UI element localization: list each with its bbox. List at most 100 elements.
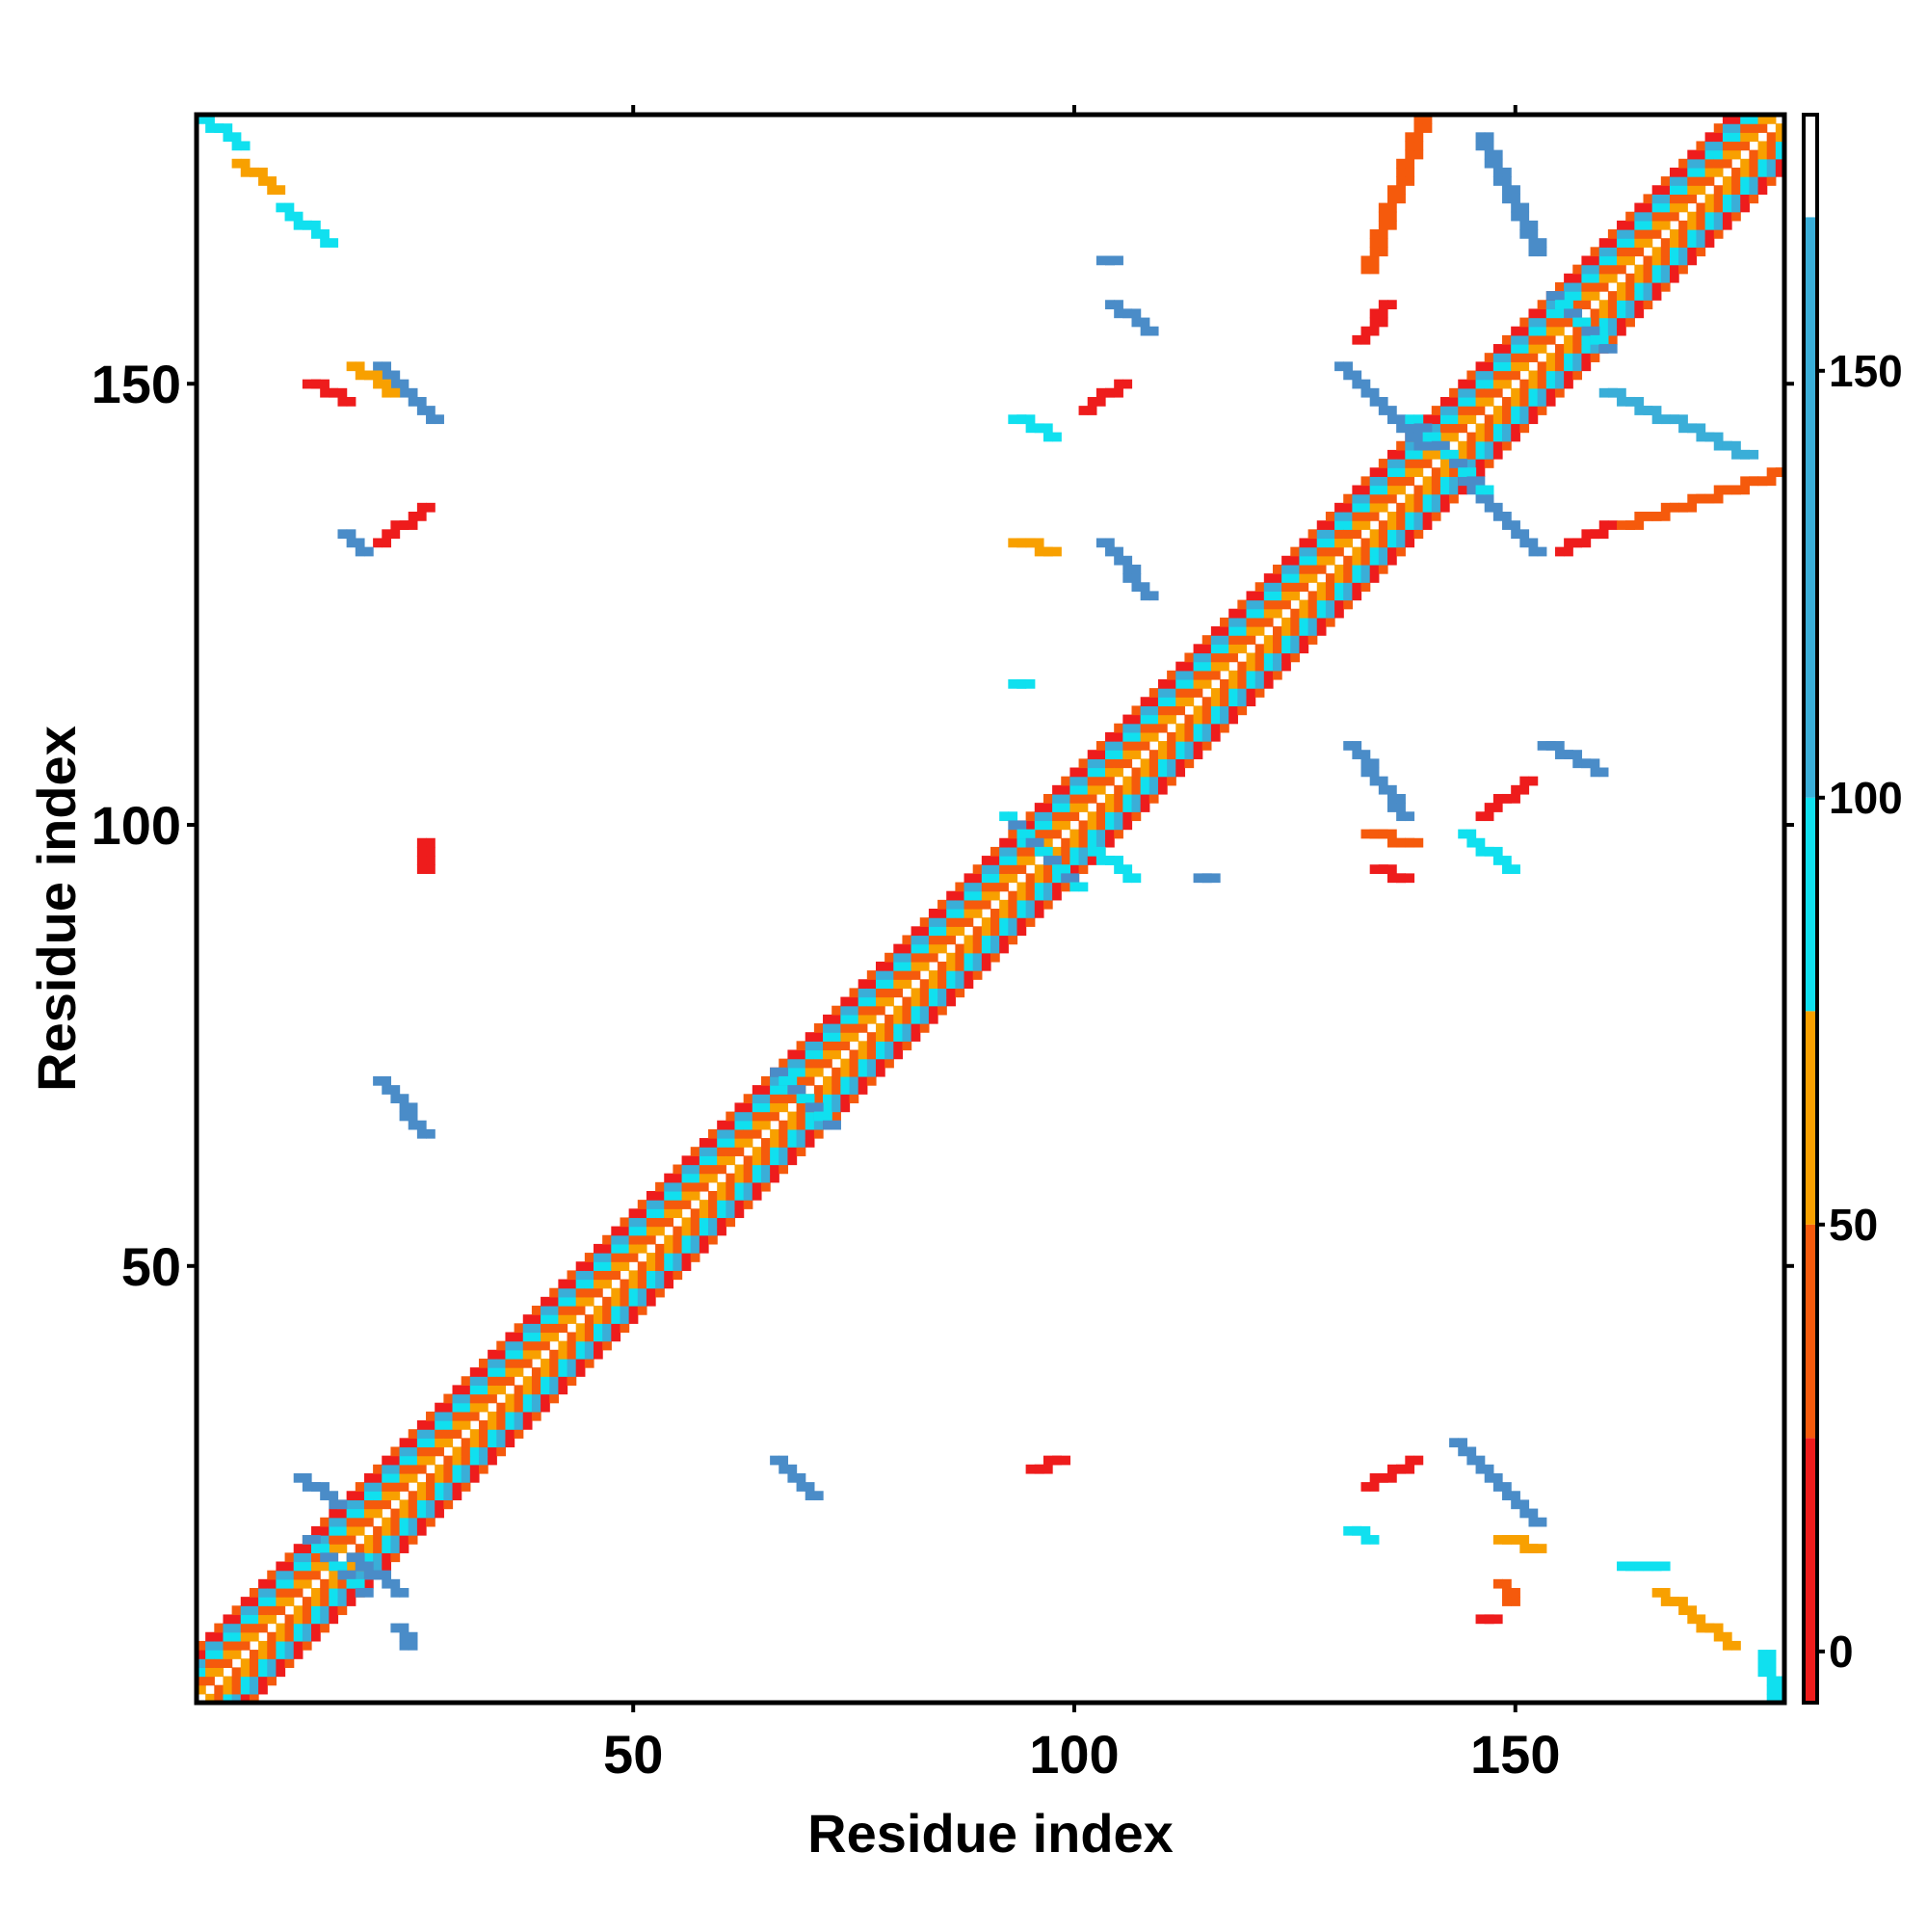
heatmap-cell [1254, 661, 1265, 672]
heatmap-cell [390, 1517, 401, 1527]
heatmap-cell [1528, 334, 1539, 345]
heatmap-cell [1492, 1472, 1503, 1483]
heatmap-cell [416, 1420, 427, 1430]
heatmap-cell [1034, 803, 1044, 812]
heatmap-cell [1537, 361, 1547, 372]
heatmap-cell [1078, 803, 1089, 812]
heatmap-cell [1740, 449, 1750, 460]
heatmap-cell [840, 1014, 851, 1024]
heatmap-cell [902, 1032, 912, 1042]
heatmap-cell [390, 1508, 401, 1519]
heatmap-cell [1034, 820, 1044, 831]
heatmap-cell [293, 1578, 304, 1589]
heatmap-cell [1617, 387, 1626, 398]
heatmap-cell [1625, 281, 1635, 292]
heatmap-cell [1492, 414, 1503, 425]
heatmap-cell [329, 1561, 339, 1572]
heatmap-cell [1228, 652, 1238, 663]
heatmap-cell [1220, 688, 1229, 698]
heatmap-cell [717, 1181, 726, 1192]
heatmap-cell [399, 1499, 409, 1510]
heatmap-cell [946, 926, 956, 937]
heatmap-cell [1696, 229, 1706, 239]
heatmap-cell [813, 1120, 824, 1130]
heatmap-cell [664, 1173, 673, 1183]
heatmap-cell [1078, 758, 1089, 769]
heatmap-cell [1713, 185, 1724, 195]
heatmap-cell [1528, 406, 1539, 415]
heatmap-cell [1220, 723, 1229, 733]
heatmap-cell [1537, 247, 1547, 257]
heatmap-cell [1731, 176, 1741, 186]
heatmap-cell [1545, 741, 1556, 751]
heatmap-cell [575, 1270, 586, 1281]
heatmap-cell [1131, 803, 1142, 812]
x-tick-label: 50 [603, 1724, 663, 1785]
heatmap-cell [1237, 670, 1248, 680]
heatmap-cell [1590, 308, 1600, 319]
heatmap-cell [717, 1217, 726, 1228]
heatmap-cell [805, 1041, 815, 1051]
heatmap-cell [337, 1535, 348, 1545]
heatmap-cell [955, 979, 965, 989]
heatmap-cell [1554, 281, 1565, 292]
heatmap-cell [435, 1491, 444, 1501]
heatmap-cell [1025, 890, 1036, 901]
heatmap-cell [681, 1181, 692, 1192]
heatmap-cell [734, 1173, 745, 1183]
heatmap-cell [435, 1464, 444, 1474]
heatmap-cell [478, 1385, 488, 1395]
heatmap-cell [1696, 185, 1706, 195]
heatmap-cell [981, 917, 991, 927]
heatmap-cell [708, 1190, 718, 1201]
heatmap-cell [214, 1684, 224, 1695]
heatmap-cell [1122, 864, 1133, 874]
heatmap-cell [734, 1208, 745, 1219]
heatmap-cell [408, 1464, 418, 1474]
heatmap-cell [902, 1005, 912, 1016]
heatmap-cell [1052, 811, 1062, 822]
colorbar-band [1804, 115, 1817, 218]
heatmap-cell [946, 909, 956, 918]
heatmap-cell [681, 1226, 692, 1236]
heatmap-cell [426, 864, 436, 874]
heatmap-cell [840, 1102, 851, 1113]
heatmap-cell [1643, 291, 1653, 301]
heatmap-cell [1052, 864, 1062, 874]
heatmap-cell [240, 1614, 251, 1625]
heatmap-cell [1537, 317, 1547, 328]
heatmap-cell [734, 1190, 745, 1201]
heatmap-cell [584, 1261, 594, 1271]
heatmap-cell [478, 1367, 488, 1377]
heatmap-cell [1360, 538, 1371, 548]
heatmap-cell [488, 1455, 497, 1466]
heatmap-cell [1184, 697, 1195, 707]
heatmap-cell [1387, 459, 1397, 468]
heatmap-cell [514, 1349, 524, 1360]
heatmap-cell [531, 1367, 541, 1377]
heatmap-cell [866, 1041, 877, 1051]
heatmap-cell [488, 1438, 497, 1448]
heatmap-cell [1475, 1614, 1486, 1625]
heatmap-cell [1069, 882, 1080, 892]
heatmap-cell [770, 1067, 779, 1077]
heatmap-cell [541, 1306, 550, 1315]
heatmap-cell [382, 1472, 392, 1483]
heatmap-cell [637, 1243, 647, 1254]
heatmap-cell [726, 1111, 736, 1122]
heatmap-cell [1325, 538, 1335, 548]
heatmap-cell [1369, 476, 1380, 487]
heatmap-cell [1325, 608, 1335, 619]
heatmap-cell [355, 1508, 365, 1519]
heatmap-cell [505, 1367, 515, 1377]
heatmap-cell [796, 1094, 806, 1104]
heatmap-cell [1502, 1587, 1512, 1598]
heatmap-cell [461, 1482, 471, 1492]
heatmap-cell [787, 1058, 798, 1069]
heatmap-cell [813, 1491, 824, 1501]
heatmap-cell [866, 979, 877, 989]
heatmap-cell [522, 1349, 533, 1360]
heatmap-cell [1475, 379, 1486, 389]
heatmap-cell [1016, 864, 1027, 874]
heatmap-cell [1519, 344, 1530, 354]
